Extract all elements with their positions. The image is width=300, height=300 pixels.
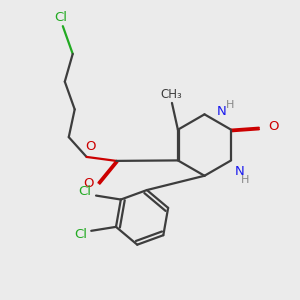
Text: O: O — [83, 177, 94, 190]
Text: O: O — [85, 140, 96, 152]
Text: Cl: Cl — [74, 228, 87, 241]
Text: H: H — [241, 175, 249, 185]
Text: CH₃: CH₃ — [160, 88, 182, 100]
Text: O: O — [269, 120, 279, 133]
Text: N: N — [235, 165, 245, 178]
Text: Cl: Cl — [79, 185, 92, 198]
Text: Cl: Cl — [54, 11, 67, 24]
Text: N: N — [216, 105, 226, 118]
Text: H: H — [226, 100, 235, 110]
